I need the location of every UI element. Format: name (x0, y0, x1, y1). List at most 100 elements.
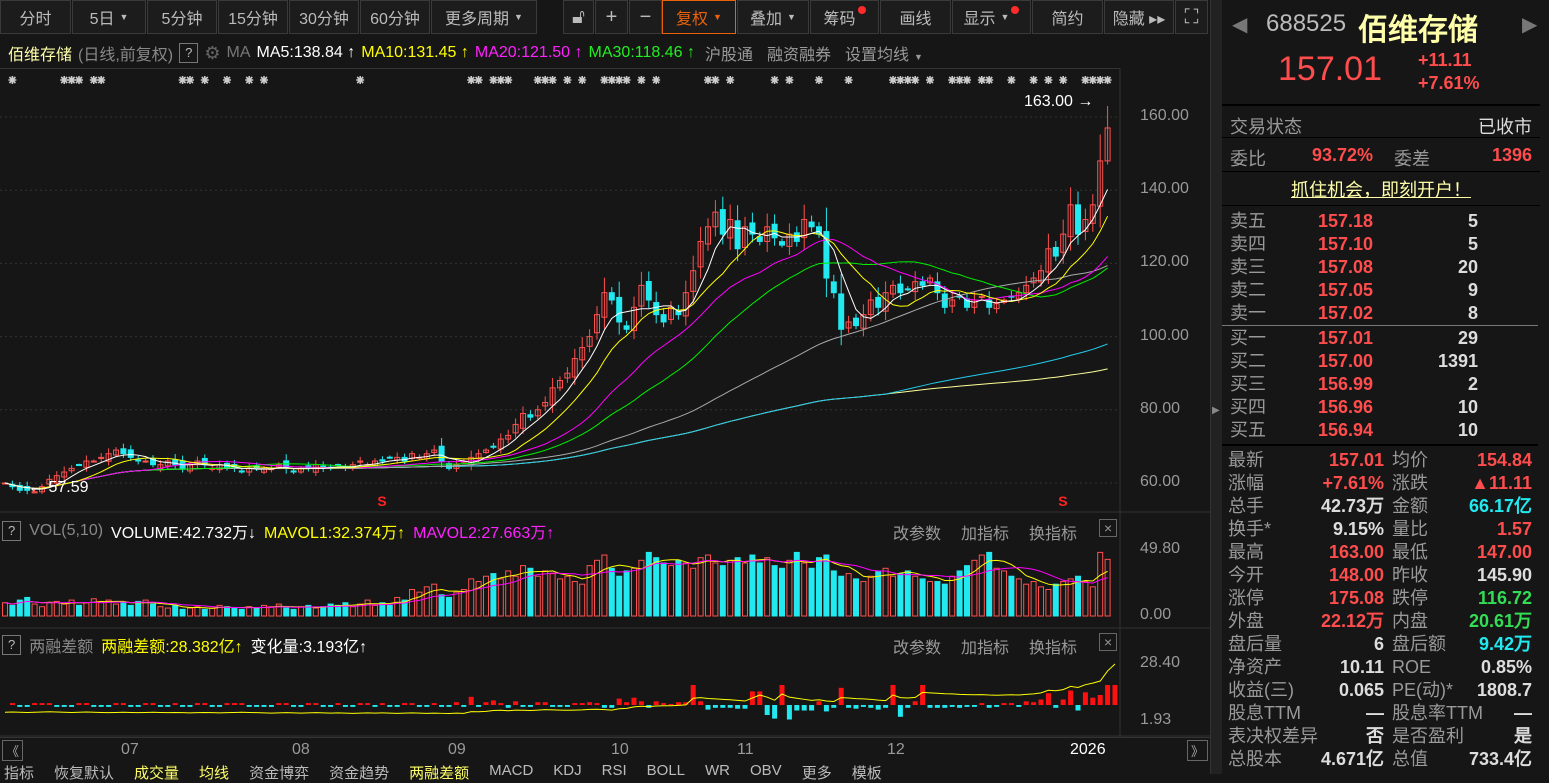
margin-change-bar (631, 697, 637, 705)
orderbook-level: 卖三 (1230, 257, 1266, 277)
candle-body (46, 478, 53, 485)
set-ma-dropdown[interactable]: 设置均线 ▼ (845, 47, 923, 64)
open-account-link[interactable]: 抓住机会，即刻开户！ (1291, 180, 1471, 200)
indicator-tab-12[interactable]: OBV (750, 762, 782, 779)
close-panel-button[interactable]: × (1099, 633, 1118, 651)
tool-button-2[interactable]: 筹码 (810, 0, 879, 34)
period-tab-4[interactable]: 30分钟 (289, 0, 359, 34)
panel-splitter[interactable]: ▶ (1210, 0, 1222, 774)
indicator-tab-0[interactable]: 指标 (4, 765, 35, 782)
panel-action-2[interactable]: 换指标 (1029, 526, 1078, 543)
prev-stock-arrow-icon[interactable]: ◀ (1232, 14, 1248, 36)
zoom-in-icon[interactable]: + (595, 0, 628, 34)
indicator-tab-6[interactable]: 两融差额 (409, 765, 470, 782)
panel-action-0[interactable]: 改参数 (893, 526, 942, 543)
period-tab-5[interactable]: 60分钟 (360, 0, 430, 34)
lock-open-icon[interactable]: 🔓︎ (563, 0, 594, 34)
candle-body (786, 233, 793, 247)
tool-button-3[interactable]: 画线 (880, 0, 951, 34)
gear-icon[interactable]: ⚙ (204, 42, 221, 63)
ma10-line (4, 215, 1109, 489)
scroll-left-button[interactable]: 《 (2, 740, 24, 761)
candle-body (712, 211, 719, 228)
period-tab-2[interactable]: 5分钟 (147, 0, 217, 34)
volume-bar (283, 607, 290, 617)
candle-body (764, 226, 771, 242)
indicator-tab-11[interactable]: WR (705, 762, 730, 779)
margin-change-bar (239, 703, 245, 705)
panel-action-1[interactable]: 加指标 (961, 640, 1010, 657)
tool-button-0[interactable]: 复权 ▼ (662, 0, 736, 34)
tool-button-4[interactable]: 显示 ▼ (952, 0, 1031, 34)
indicator-tab-7[interactable]: MACD (489, 762, 534, 779)
orderbook-volume: 5 (1467, 211, 1478, 231)
orderbook-divider (1222, 325, 1538, 326)
orderbook-volume: 10 (1457, 397, 1478, 417)
orderbook-volume: 5 (1467, 234, 1478, 254)
panel-action-2[interactable]: 换指标 (1029, 640, 1078, 657)
orderbook-row: 卖三 157.08 20 (1222, 256, 1540, 279)
period-tab-1[interactable]: 5日 ▼ (72, 0, 146, 34)
volume-bar (586, 565, 593, 617)
close-panel-button[interactable]: × (1099, 519, 1118, 537)
candle-body (1104, 127, 1111, 162)
indicator-tab-2[interactable]: 成交量 (134, 765, 180, 782)
help-button[interactable]: ? (2, 635, 22, 655)
help-button[interactable]: ? (2, 521, 22, 541)
tool-button-5[interactable]: 简约 (1032, 0, 1103, 34)
period-tab-3[interactable]: 15分钟 (218, 0, 288, 34)
margin-change-bar (150, 703, 156, 705)
stat-label: 涨停 (1228, 588, 1264, 608)
help-button[interactable]: ? (179, 43, 199, 63)
link-hgt[interactable]: 沪股通 (704, 47, 753, 64)
period-tab-0[interactable]: 分时 (0, 0, 71, 34)
margin-change-bar (505, 705, 511, 708)
volume-bar (860, 581, 867, 617)
volume-bar (594, 559, 600, 617)
indicator-tab-8[interactable]: KDJ (553, 762, 582, 779)
volume-bar (1023, 583, 1030, 617)
indicator-tab-3[interactable]: 均线 (199, 765, 230, 782)
zoom-out-icon[interactable]: − (629, 0, 662, 34)
event-marker-icon (637, 76, 646, 84)
price-tick: 140.00 (1140, 180, 1189, 198)
panel-action-0[interactable]: 改参数 (893, 640, 942, 657)
link-margin[interactable]: 融资融券 (766, 47, 831, 64)
volume-bar (401, 599, 408, 617)
volume-bar (1015, 578, 1022, 617)
volume-bar (305, 604, 312, 617)
caret-down-icon: ▼ (1000, 12, 1010, 22)
indicator-tab-10[interactable]: BOLL (646, 762, 685, 779)
event-marker-icon (67, 76, 76, 84)
volume-bar (68, 599, 75, 617)
indicator-tab-13[interactable]: 更多 (801, 765, 832, 782)
orderbook-volume: 1391 (1437, 351, 1478, 371)
margin-change-bar (587, 702, 593, 705)
margin-change-bar (17, 705, 23, 707)
orderbook-row: 买二 157.00 1391 (1222, 350, 1540, 373)
margin-change-bar (690, 685, 696, 705)
period-tab-6[interactable]: 更多周期 ▼ (431, 0, 537, 34)
event-marker-icon (911, 76, 920, 84)
next-stock-arrow-icon[interactable]: ▶ (1522, 14, 1538, 36)
indicator-tab-1[interactable]: 恢复默认 (54, 765, 115, 782)
volume-bar (364, 599, 371, 617)
fullscreen-icon[interactable]: ⛶ (1175, 0, 1208, 34)
candle-body (897, 283, 904, 294)
stat-label: 涨跌 (1392, 473, 1428, 493)
scroll-right-button[interactable]: 》 (1187, 740, 1209, 761)
volume-bar (882, 567, 889, 617)
collapse-arrow-icon[interactable]: ▶ (1212, 405, 1220, 416)
indicator-tab-4[interactable]: 资金博弈 (249, 765, 310, 782)
volume-bar (446, 596, 452, 617)
panel-action-1[interactable]: 加指标 (961, 526, 1010, 543)
tool-button-6[interactable]: 隐藏 ▸▸ (1104, 0, 1174, 34)
volume-bar (801, 562, 808, 617)
price-tick: 160.00 (1140, 107, 1189, 124)
indicator-tab-5[interactable]: 资金趋势 (329, 765, 390, 782)
indicator-tab-14[interactable]: 模板 (851, 765, 882, 782)
tool-button-1[interactable]: 叠加 ▼ (737, 0, 809, 34)
indicator-tab-9[interactable]: RSI (601, 762, 627, 779)
candle-body (475, 453, 482, 460)
